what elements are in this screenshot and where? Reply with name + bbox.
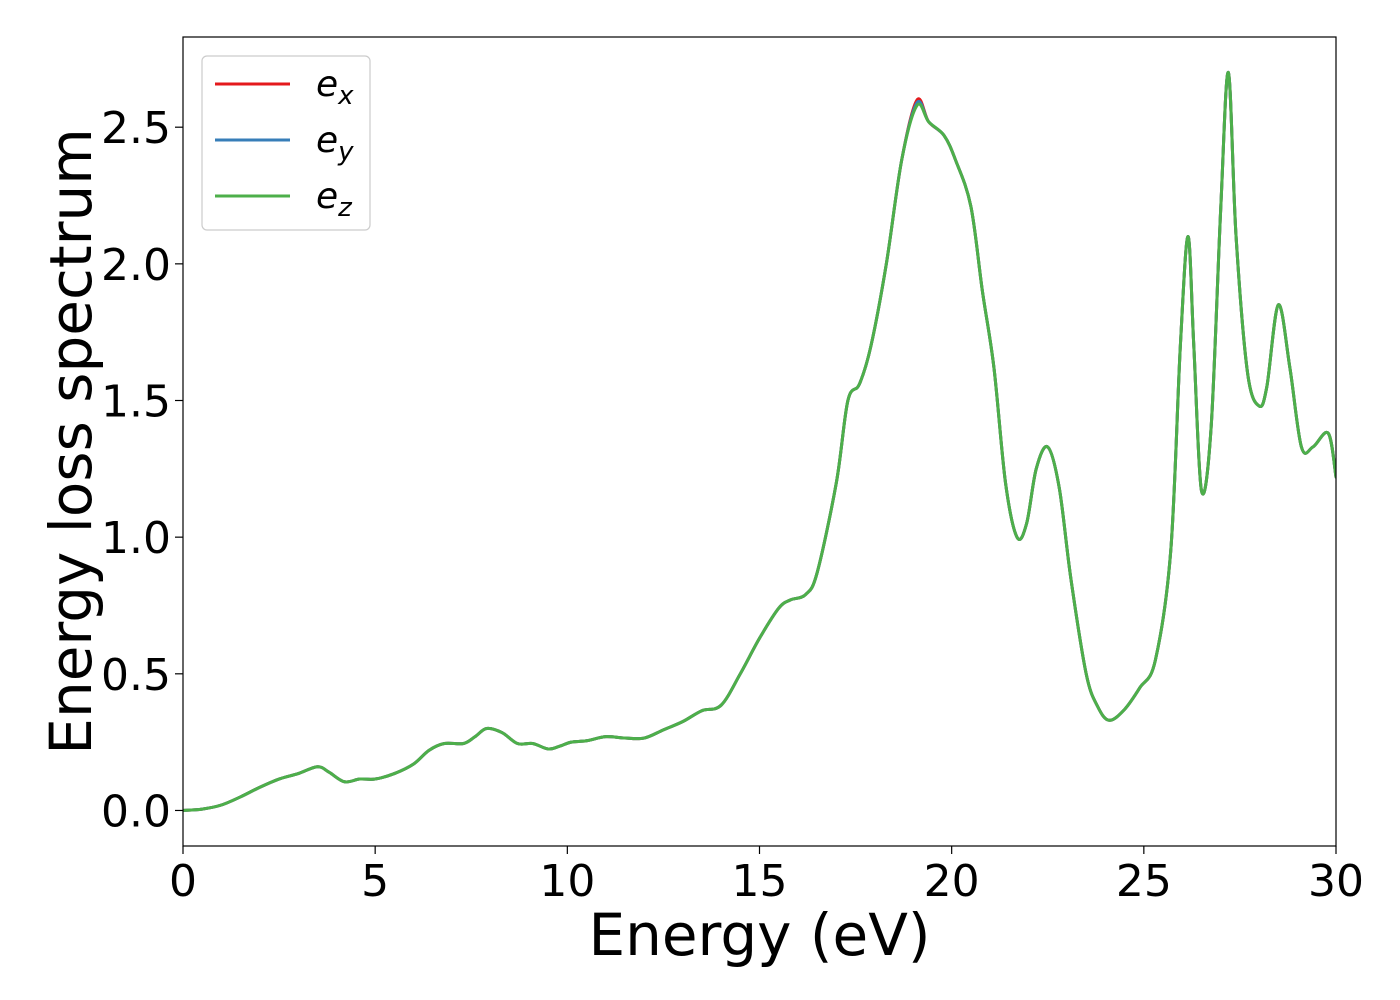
x-tick-label: 5 bbox=[361, 856, 389, 907]
y-tick-label: 1.0 bbox=[101, 513, 171, 564]
series-line-ez bbox=[183, 71, 1336, 812]
x-tick-label: 30 bbox=[1308, 856, 1364, 907]
x-tick-label: 15 bbox=[732, 856, 788, 907]
legend-label-ez: ez bbox=[316, 176, 353, 223]
x-axis-ticks: 0 5 10 15 20 25 30 bbox=[169, 846, 1364, 907]
y-tick-label: 2.0 bbox=[101, 240, 171, 291]
x-axis-label: Energy (eV) bbox=[588, 901, 930, 969]
legend: ex ey ez bbox=[201, 55, 371, 231]
series-layer bbox=[183, 71, 1336, 812]
x-tick-label: 10 bbox=[539, 856, 595, 907]
y-tick-label: 0.5 bbox=[101, 650, 171, 701]
x-tick-label: 20 bbox=[924, 856, 980, 907]
x-tick-label: 25 bbox=[1116, 856, 1172, 907]
y-tick-label: 1.5 bbox=[101, 377, 171, 428]
y-axis-ticks: 0.0 0.5 1.0 1.5 2.0 2.5 bbox=[101, 103, 183, 837]
legend-box bbox=[201, 55, 371, 231]
y-axis-label: Energy loss spectrum bbox=[37, 128, 105, 754]
y-tick-label: 2.5 bbox=[101, 103, 171, 154]
legend-label-ey: ey bbox=[316, 120, 354, 167]
legend-label-ex: ex bbox=[316, 64, 354, 111]
x-tick-label: 0 bbox=[169, 856, 197, 907]
y-tick-label: 0.0 bbox=[101, 786, 171, 837]
